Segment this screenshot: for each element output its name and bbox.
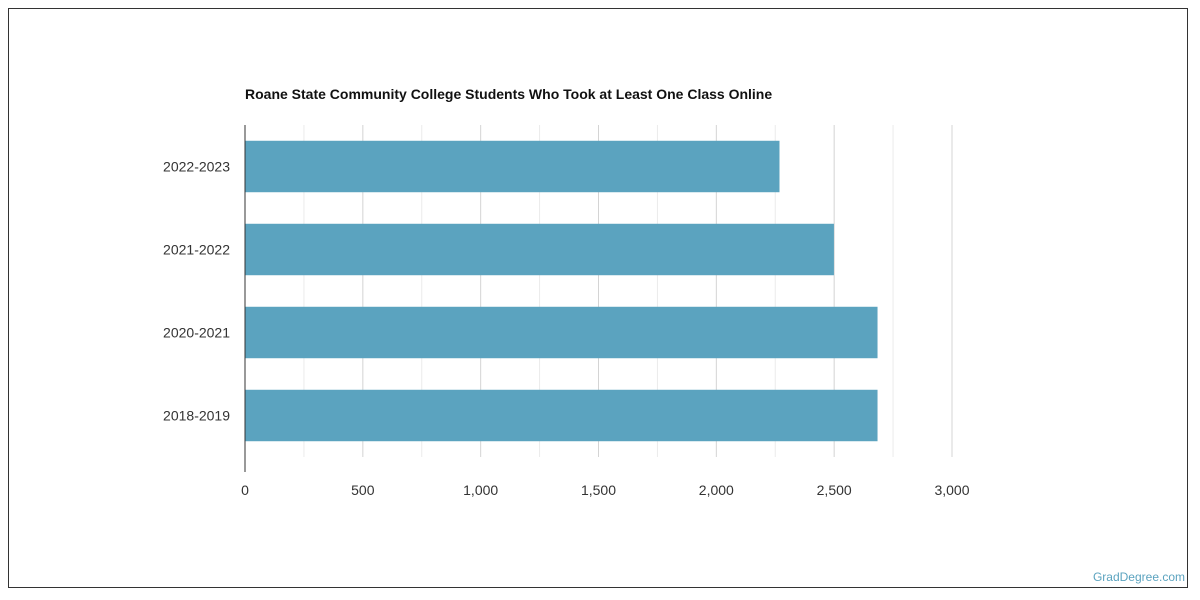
x-tick-label: 2,000 (699, 482, 734, 498)
bar-2018-2019 (245, 389, 878, 442)
x-tick-label: 500 (351, 482, 375, 498)
y-tick-label: 2021-2022 (163, 242, 230, 258)
x-tick-label: 1,500 (581, 482, 616, 498)
x-tick-label: 1,000 (463, 482, 498, 498)
bar-2022-2023 (245, 140, 780, 193)
chart-title: Roane State Community College Students W… (245, 86, 773, 102)
y-tick-label: 2018-2019 (163, 408, 230, 424)
source-credit-link[interactable]: GradDegree.com (1092, 570, 1185, 584)
x-tick-label: 0 (241, 482, 249, 498)
x-tick-label: 2,500 (817, 482, 852, 498)
y-tick-label: 2022-2023 (163, 159, 230, 175)
bar-2020-2021 (245, 306, 878, 359)
y-tick-label: 2020-2021 (163, 325, 230, 341)
x-tick-label: 3,000 (934, 482, 969, 498)
bar-2021-2022 (245, 223, 834, 276)
